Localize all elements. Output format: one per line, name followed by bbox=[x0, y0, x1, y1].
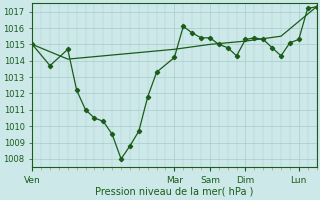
X-axis label: Pression niveau de la mer( hPa ): Pression niveau de la mer( hPa ) bbox=[95, 187, 253, 197]
